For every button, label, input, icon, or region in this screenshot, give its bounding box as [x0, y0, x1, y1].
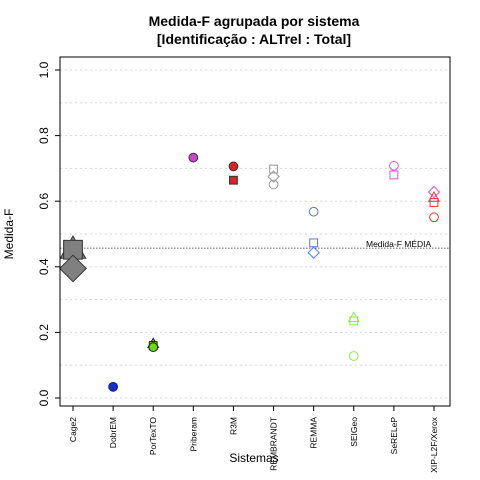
- chart-subtitle: [Identificação : ALTrel : Total]: [157, 31, 351, 47]
- data-point-circle: [429, 212, 439, 223]
- data-point-circle: [389, 160, 399, 171]
- data-point-diamond: [267, 170, 280, 183]
- chart-title: Medida-F agrupada por sistema: [149, 13, 360, 29]
- grid-lines: [60, 69, 450, 399]
- data-point-circle: [148, 342, 159, 353]
- x-tick-label: PorTexTO: [148, 417, 158, 455]
- data-point-circle: [268, 179, 279, 190]
- data-point-square: [429, 198, 439, 207]
- x-tick-label: XIP-L2F/Xerox: [429, 416, 439, 472]
- x-tick-label: R3M: [228, 417, 238, 435]
- data-point-circle: [348, 351, 359, 361]
- x-tick-label: REMBRANDT: [269, 417, 279, 471]
- data-point-diamond: [307, 246, 320, 259]
- x-axis-label: Sistemas: [229, 451, 278, 465]
- data-point-square: [349, 316, 359, 326]
- x-tick-label: SEIGeo: [349, 417, 359, 447]
- data-point-triangle: [427, 190, 441, 202]
- x-axis: Cage2 DobrEM PorTexTO Priberam R3M REMBRANDT R…: [68, 406, 439, 473]
- data-point-square: [269, 164, 278, 174]
- y-tick-label: 0.0: [37, 389, 51, 406]
- x-tick-label: Priberam: [188, 417, 198, 451]
- y-tick-label: 1.0: [37, 61, 51, 78]
- data-point-diamond: [427, 185, 441, 199]
- y-tick-label: 0.8: [37, 127, 51, 144]
- reference-line-label: Medida-F MÉDIA: [366, 239, 432, 249]
- reference-line-group: Medida-F MÉDIA: [60, 239, 450, 249]
- data-point-circle: [108, 381, 118, 392]
- y-tick-label: 0.4: [37, 258, 51, 275]
- data-point-square: [309, 238, 319, 248]
- y-axis: 0.0 0.2 0.4 0.6 0.8 1.0: [37, 61, 60, 406]
- data-points: [59, 152, 441, 392]
- y-tick-label: 0.6: [37, 193, 51, 210]
- data-point-diamond: [59, 254, 87, 283]
- x-tick-label: DobrEM: [108, 417, 118, 448]
- data-point-square: [389, 170, 399, 180]
- y-axis-label: Medida-F: [2, 209, 16, 260]
- x-tick-label: REMMA: [309, 417, 319, 449]
- y-tick-label: 0.2: [37, 324, 51, 341]
- x-tick-label: Cage2: [68, 417, 78, 442]
- data-point-circle: [308, 206, 319, 217]
- data-point-circle: [188, 152, 199, 163]
- data-point-circle: [228, 161, 239, 172]
- data-point-square: [229, 175, 238, 185]
- x-tick-label: SeRELeP: [389, 417, 399, 455]
- plot-frame: [59, 56, 451, 407]
